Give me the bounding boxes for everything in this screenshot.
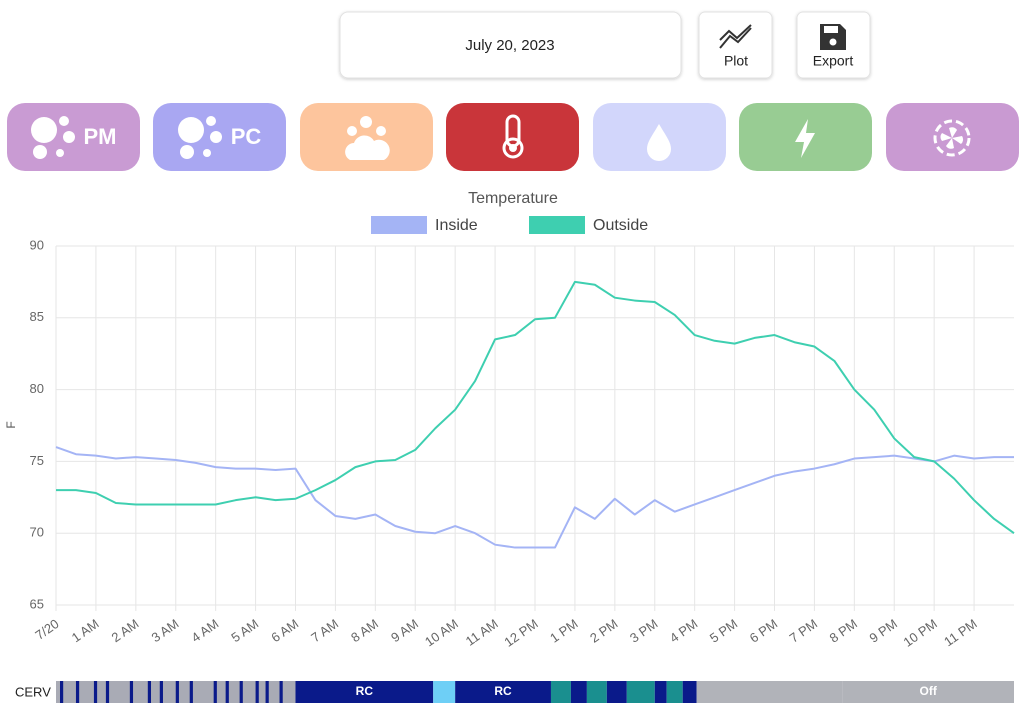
cerv-segment	[59, 681, 64, 703]
series-line	[55, 446, 1014, 549]
cerv-segment	[586, 681, 607, 703]
icon	[206, 116, 216, 126]
cerv-segment	[570, 681, 587, 703]
y-tick-label: 75	[30, 453, 44, 468]
icon	[345, 135, 390, 160]
icon	[178, 117, 204, 143]
cerv-segment	[105, 681, 110, 703]
date-box[interactable]: July 20, 2023	[339, 11, 682, 79]
button-label: Export	[813, 53, 854, 69]
icon	[940, 127, 964, 149]
cerv-segment	[265, 681, 269, 703]
chart-title: Temperature	[468, 190, 558, 207]
cerv-label: CERV	[15, 684, 51, 699]
cerv-segment	[93, 681, 98, 703]
icon	[180, 145, 194, 159]
cerv-segment	[550, 681, 571, 703]
cerv-segment	[255, 681, 259, 703]
icon	[31, 117, 57, 143]
cerv-segment	[175, 681, 179, 703]
cerv-segment	[626, 681, 655, 703]
sensor-tile[interactable]	[446, 103, 579, 171]
icon	[376, 126, 386, 136]
cerv-segment	[147, 681, 152, 703]
y-tick-label: 70	[30, 525, 44, 540]
icon	[203, 149, 211, 157]
y-tick-label: 85	[30, 309, 44, 324]
cerv-segment-label: Off	[920, 684, 938, 698]
legend-label: Inside	[435, 217, 478, 234]
legend-swatch	[529, 216, 585, 234]
cerv-segment	[213, 681, 217, 703]
cerv-bar: RC RC Off	[56, 681, 1014, 703]
y-axis-label: F	[4, 421, 18, 428]
save-icon-slot	[824, 26, 838, 33]
icon	[647, 124, 671, 161]
save-icon-dot	[829, 38, 837, 46]
cerv-segment	[75, 681, 80, 703]
cerv-segment	[666, 681, 683, 703]
icon	[59, 116, 69, 126]
cerv-segment	[189, 681, 193, 703]
icon	[63, 131, 75, 143]
icon	[347, 126, 357, 136]
cerv-segment	[455, 681, 551, 703]
icon	[502, 137, 524, 159]
cerv-segment	[654, 681, 667, 703]
legend-swatch	[371, 216, 427, 234]
cerv-segment	[279, 681, 283, 703]
tile-label: PC	[231, 124, 262, 149]
legend-label: Outside	[593, 217, 648, 234]
cerv-segment	[239, 681, 243, 703]
y-tick-label: 65	[30, 596, 44, 611]
y-tick-label: 80	[30, 381, 44, 396]
tile-icons	[31, 114, 971, 161]
icon	[795, 119, 815, 158]
cerv-segment	[295, 681, 434, 703]
cerv-segment	[682, 681, 697, 703]
cerv-segment	[696, 681, 843, 703]
cerv-segment	[159, 681, 163, 703]
date-text: July 20, 2023	[465, 37, 554, 54]
icon	[360, 116, 372, 128]
icon	[509, 144, 517, 152]
icon	[210, 131, 222, 143]
plot-button-frame[interactable]	[698, 11, 773, 79]
button-label: Plot	[724, 53, 748, 69]
y-tick-label: 90	[30, 237, 44, 252]
icon	[56, 149, 64, 157]
series-line	[56, 280, 1015, 535]
export-button[interactable]: Export	[796, 11, 871, 79]
cerv-segment	[433, 681, 456, 703]
icon	[933, 119, 971, 157]
tile-row: PM PC	[7, 103, 1019, 171]
cerv-segment	[842, 681, 1014, 703]
date-box-frame[interactable]	[339, 11, 682, 79]
plot-button[interactable]: Plot	[698, 11, 773, 79]
tile-label: PM	[84, 124, 117, 149]
cerv-segment-label: RC	[356, 684, 374, 698]
cerv-segment	[225, 681, 229, 703]
plot-icon	[719, 24, 752, 49]
icon	[33, 145, 47, 159]
cerv-segment-label: RC	[494, 684, 512, 698]
cerv-segment	[129, 681, 134, 703]
cerv-segment	[606, 681, 627, 703]
